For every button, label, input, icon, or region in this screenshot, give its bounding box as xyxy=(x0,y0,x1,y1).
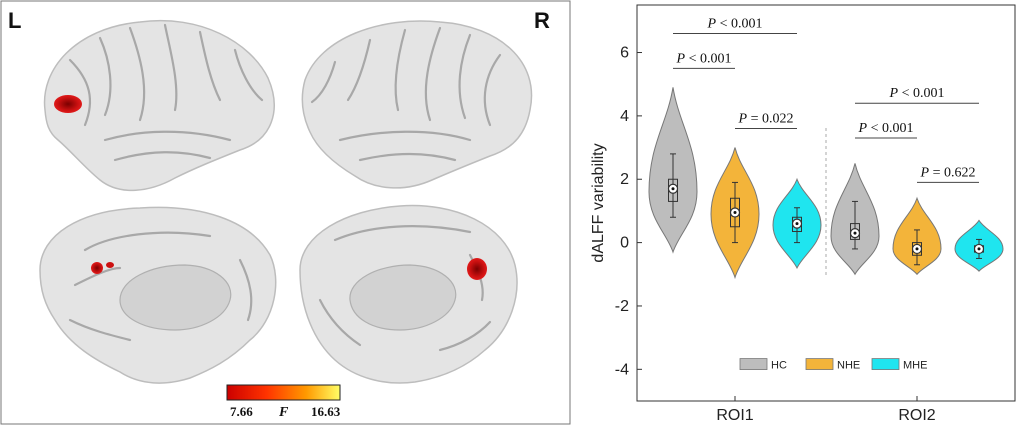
y-tick-label: -2 xyxy=(615,298,629,315)
y-tick-label: 0 xyxy=(620,235,629,252)
legend: HC NHE MHE xyxy=(739,358,927,372)
y-axis-label: dALFF variability xyxy=(590,143,607,262)
legend-swatch-nhe xyxy=(805,358,834,370)
legend-label-hc: HC xyxy=(771,360,787,372)
y-tick-label: 2 xyxy=(620,171,629,188)
legend-label-mhe: MHE xyxy=(903,360,927,372)
x-axis: ROI1 ROI2 xyxy=(716,396,936,424)
y-tick-label: -4 xyxy=(615,361,629,378)
significance-annotations: P < 0.001 P < 0.001 P = 0.022 P < 0.001 P < … xyxy=(673,17,979,183)
legend-label-nhe: NHE xyxy=(837,360,860,372)
brain-panel: L R xyxy=(0,0,571,425)
median-dot xyxy=(733,211,737,215)
activation-cluster xyxy=(106,262,114,268)
colorbar-gradient xyxy=(226,384,341,401)
colorbar: 7.66 F 16.63 xyxy=(226,384,341,420)
colorbar-min-label: 7.66 xyxy=(230,404,253,419)
p-value-label: P < 0.001 xyxy=(676,51,732,66)
median-dot xyxy=(915,247,919,251)
left-hemisphere-label: L xyxy=(8,8,21,33)
x-tick-label: ROI2 xyxy=(898,407,935,424)
median-dot xyxy=(977,247,981,251)
colorbar-variable-label: F xyxy=(278,405,289,420)
p-value-label: P < 0.001 xyxy=(858,121,914,136)
median-dot xyxy=(671,187,675,191)
violins xyxy=(648,87,1004,280)
median-dot xyxy=(853,231,857,235)
median-dot xyxy=(795,222,799,226)
p-value-label: P < 0.001 xyxy=(889,86,945,101)
brain-right-lateral xyxy=(301,20,533,189)
p-value-label: P = 0.622 xyxy=(920,165,976,180)
y-axis: -4 -2 0 2 4 6 xyxy=(615,45,642,378)
activation-cluster xyxy=(467,258,487,280)
brain-left-medial xyxy=(39,206,277,384)
p-value-label: P = 0.022 xyxy=(738,112,794,127)
brain-left-lateral xyxy=(43,20,275,191)
brain-right-medial xyxy=(299,204,518,384)
colorbar-max-label: 16.63 xyxy=(311,404,341,419)
activation-cluster xyxy=(54,95,82,113)
y-tick-label: 4 xyxy=(620,108,629,125)
activation-cluster xyxy=(91,262,103,274)
right-hemisphere-label: R xyxy=(534,8,550,33)
legend-swatch-mhe xyxy=(871,358,900,370)
p-value-label: P < 0.001 xyxy=(707,17,763,32)
x-tick-label: ROI1 xyxy=(716,407,753,424)
y-tick-label: 6 xyxy=(620,45,629,62)
legend-swatch-hc xyxy=(739,358,768,370)
violin-chart: dALFF variability -4 -2 0 2 4 6 ROI1 ROI2 P < … xyxy=(590,4,1016,424)
